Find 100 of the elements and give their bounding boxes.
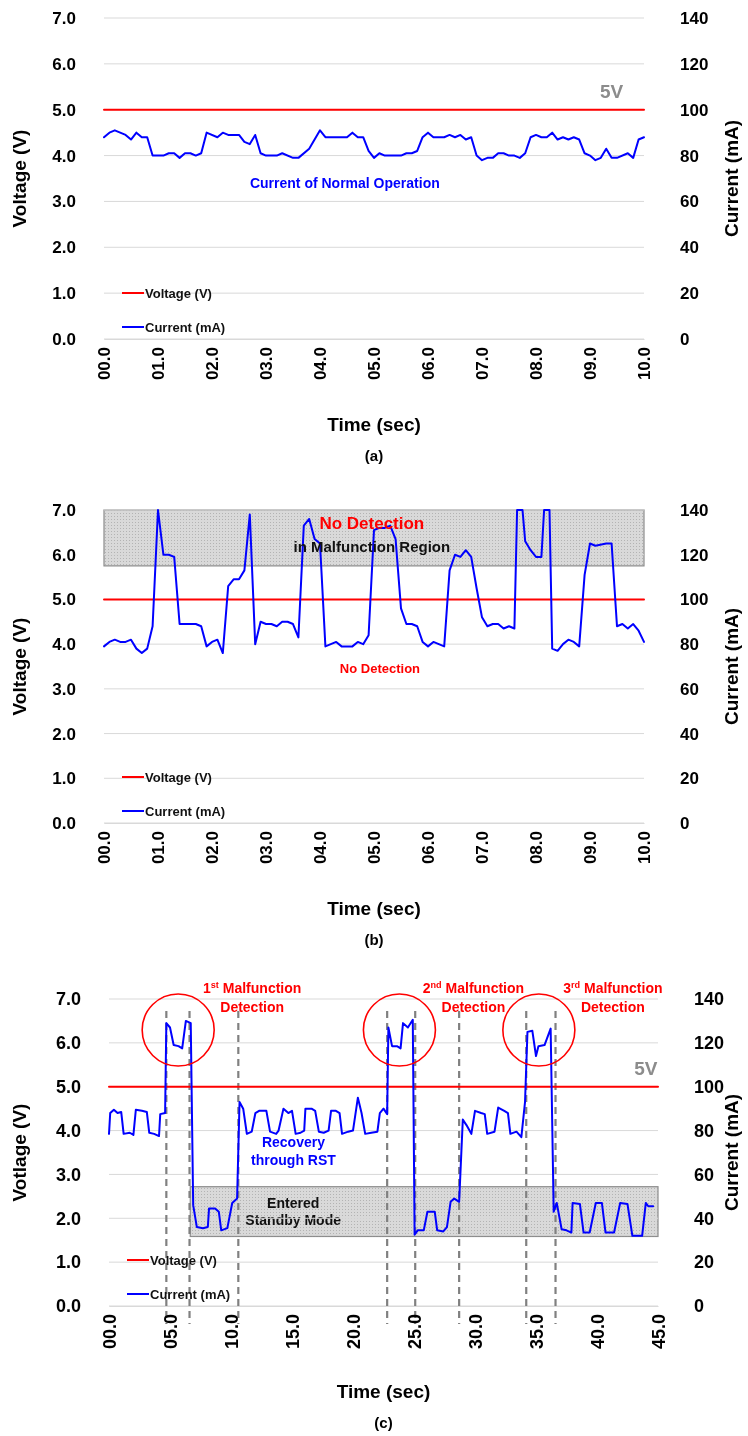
y-tick-label: 2.0 (52, 724, 76, 744)
y2-tick-label: 60 (680, 192, 699, 212)
x-tick-label: 08.0 (527, 831, 547, 865)
x-tick-label: 25.0 (404, 1314, 425, 1350)
annotation: No Detection (339, 660, 421, 676)
y-tick-label: 1.0 (52, 769, 76, 789)
text: (c) (374, 1414, 393, 1431)
x-tick-label: 08.0 (527, 347, 547, 381)
y-tick-label: 3.0 (52, 192, 76, 212)
y2-tick-label: 0 (680, 329, 690, 349)
legend-label: Voltage (V) (145, 770, 212, 785)
y2-tick-label: 140 (694, 989, 725, 1010)
x-tick-label: 06.0 (419, 831, 439, 865)
y-tick-label: 2.0 (52, 238, 76, 258)
y2-tick-label: 120 (680, 54, 709, 74)
text: (b) (364, 931, 384, 948)
y-axis-title: Voltage (V) (9, 129, 30, 228)
y-tick-label: 5.0 (52, 100, 76, 120)
x-tick-label: 05.0 (365, 347, 385, 381)
y2-axis-title: Current (mA) (721, 607, 742, 726)
legend-label: Current (mA) (145, 804, 226, 819)
text: (a) (364, 447, 384, 464)
y-axis-title: Votlage (V) (9, 1103, 30, 1202)
x-tick-label: 35.0 (526, 1314, 547, 1350)
x-tick-label: 02.0 (203, 347, 223, 381)
y-tick-label: 2.0 (55, 1208, 81, 1229)
y2-tick-label: 140 (680, 500, 709, 520)
y2-tick-label: 0 (680, 813, 690, 833)
y2-tick-label: 60 (694, 1164, 715, 1185)
x-axis-title: Time (sec) (336, 1381, 431, 1402)
x-tick-label: 15.0 (282, 1314, 303, 1350)
y-tick-label: 5.0 (55, 1076, 81, 1097)
y-axis-title: Voltage (V) (9, 617, 30, 716)
y-tick-label: 0.0 (52, 329, 76, 349)
x-tick-label: 00.0 (99, 1314, 120, 1350)
line-series (103, 509, 645, 655)
x-tick-label: 09.0 (581, 831, 601, 865)
y2-tick-label: 100 (680, 100, 709, 120)
x-tick-label: 03.0 (257, 347, 277, 381)
x-tick-label: 20.0 (343, 1314, 364, 1350)
annotation: 5V (634, 1057, 658, 1079)
y-tick-label: 6.0 (55, 1033, 81, 1054)
x-tick-label: 40.0 (587, 1314, 608, 1350)
y2-tick-label: 120 (680, 545, 709, 565)
y-tick-label: 1.0 (52, 284, 76, 304)
y-tick-label: 1.0 (55, 1252, 81, 1273)
annotation: Recovery through RST (251, 1133, 337, 1168)
annotation: No Detection (319, 513, 425, 533)
annotation: 3$^{rd}$ Malfunction Detection (563, 979, 663, 1015)
annotation: 1$^{st}$ Malfunction Detection (203, 979, 302, 1015)
annotation: Current of Normal Operation (249, 175, 440, 192)
y2-tick-label: 40 (680, 238, 699, 258)
y2-tick-label: 100 (680, 590, 709, 610)
x-axis-title: Time (sec) (327, 414, 421, 435)
x-tick-label: 05.0 (365, 831, 385, 865)
y2-tick-label: 60 (680, 679, 699, 699)
x-tick-label: 10.0 (635, 347, 655, 381)
y2-tick-label: 140 (680, 8, 709, 28)
y2-tick-label: 120 (694, 1033, 725, 1054)
x-tick-label: 01.0 (149, 347, 169, 381)
x-tick-label: 07.0 (473, 831, 493, 865)
y-tick-label: 6.0 (52, 545, 76, 565)
y-tick-label: 7.0 (55, 989, 81, 1010)
annotation: 5V (599, 80, 624, 102)
x-tick-label: 05.0 (160, 1314, 181, 1350)
y2-tick-label: 20 (680, 769, 699, 789)
y2-tick-label: 80 (680, 146, 699, 166)
y2-tick-label: 80 (694, 1120, 715, 1141)
legend-label: Current (mA) (145, 320, 226, 335)
x-tick-label: 10.0 (221, 1314, 242, 1350)
y2-tick-label: 20 (694, 1252, 715, 1273)
y2-axis-title: Current (mA) (721, 119, 742, 238)
x-tick-label: 03.0 (257, 831, 277, 865)
y-tick-label: 3.0 (55, 1164, 81, 1185)
x-tick-label: 30.0 (465, 1314, 486, 1350)
x-tick-label: 02.0 (203, 831, 223, 865)
y2-tick-label: 40 (680, 724, 699, 744)
x-tick-label: 10.0 (635, 831, 655, 865)
y2-tick-label: 0 (694, 1296, 705, 1317)
x-tick-label: 01.0 (149, 831, 169, 865)
x-tick-label: 06.0 (419, 347, 439, 381)
y-tick-label: 4.0 (52, 146, 76, 166)
legend-label: Voltage (V) (145, 286, 212, 301)
y-tick-label: 0.0 (52, 813, 76, 833)
y-tick-label: 4.0 (55, 1120, 81, 1141)
line-series (108, 1018, 655, 1237)
x-tick-label: 07.0 (473, 347, 493, 381)
y-tick-label: 7.0 (52, 500, 76, 520)
legend-label: Current (mA) (150, 1287, 231, 1302)
legend-label: Voltage (V) (150, 1253, 217, 1268)
x-tick-label: 04.0 (311, 831, 331, 865)
x-axis-title: Time (sec) (327, 898, 421, 919)
band-label: Entered Standby Mode (245, 1195, 342, 1229)
y-tick-label: 0.0 (55, 1296, 81, 1317)
x-tick-label: 45.0 (648, 1314, 669, 1350)
x-tick-label: 04.0 (311, 347, 331, 381)
annotation: 2$^{nd}$ Malfunction Detection (422, 979, 525, 1015)
y2-tick-label: 40 (694, 1208, 715, 1229)
y-tick-label: 5.0 (52, 590, 76, 610)
y2-tick-label: 20 (680, 284, 699, 304)
